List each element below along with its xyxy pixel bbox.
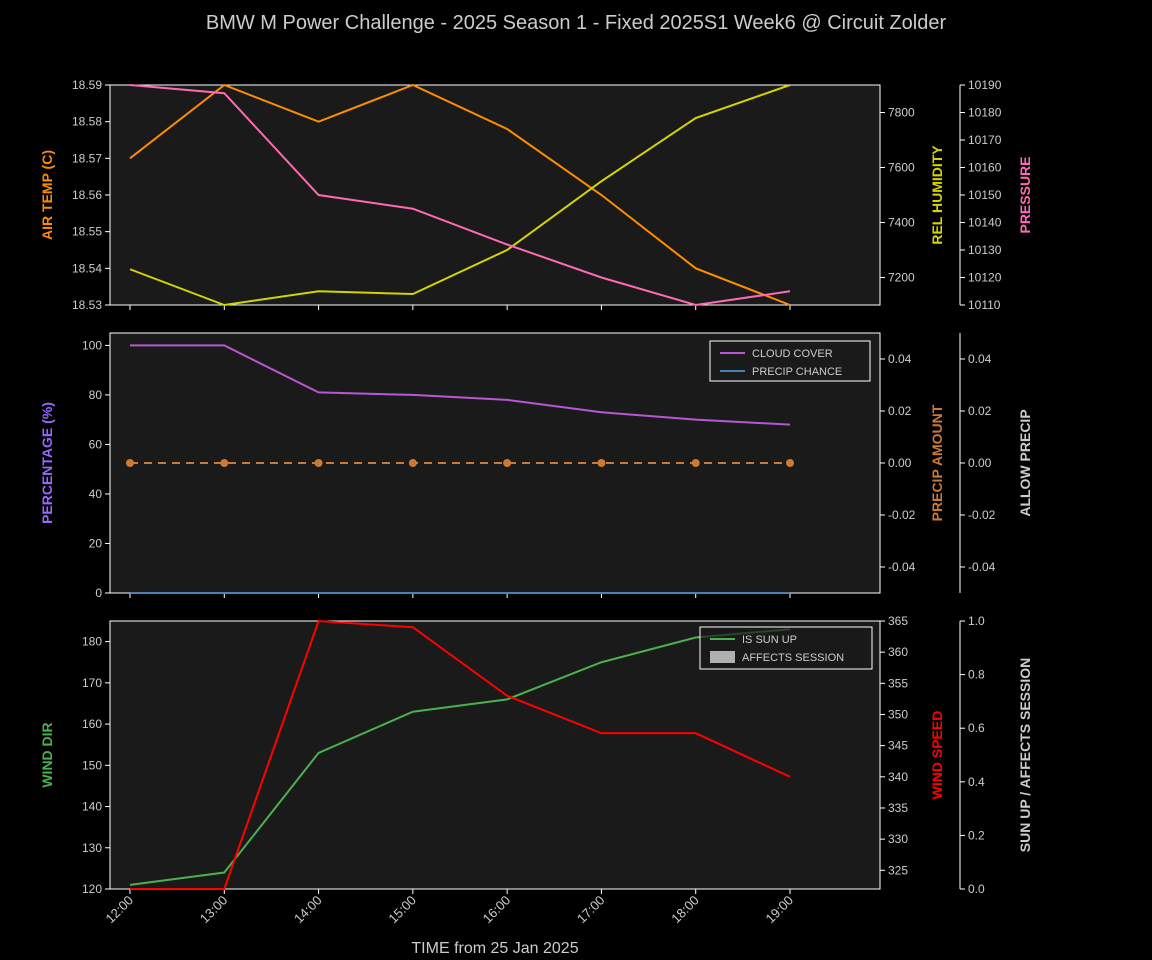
svg-text:0.6: 0.6 (968, 721, 985, 735)
svg-text:100: 100 (82, 338, 102, 352)
svg-text:18.53: 18.53 (72, 298, 102, 312)
svg-text:WIND DIR: WIND DIR (39, 722, 55, 787)
svg-text:120: 120 (82, 882, 102, 896)
svg-text:365: 365 (888, 614, 908, 628)
svg-text:-0.02: -0.02 (968, 508, 996, 522)
svg-text:7200: 7200 (888, 271, 915, 285)
svg-text:10120: 10120 (968, 271, 1002, 285)
chart-title: BMW M Power Challenge - 2025 Season 1 - … (0, 0, 1152, 35)
chart-svg: 18.53 18.54 18.55 18.56 18.57 18.58 18.59 AIR T… (0, 35, 1152, 955)
svg-text:330: 330 (888, 832, 908, 846)
svg-text:18.57: 18.57 (72, 151, 102, 165)
svg-text:150: 150 (82, 758, 102, 772)
svg-text:60: 60 (89, 437, 103, 451)
svg-text:18.56: 18.56 (72, 188, 102, 202)
svg-text:TIME from 25 Jan 2025: TIME from 25 Jan 2025 (411, 940, 578, 955)
svg-text:0.4: 0.4 (968, 775, 985, 789)
svg-text:PRECIP CHANCE: PRECIP CHANCE (752, 366, 842, 378)
svg-text:360: 360 (888, 645, 908, 659)
svg-text:13:00: 13:00 (197, 893, 231, 927)
svg-text:0.2: 0.2 (968, 828, 985, 842)
svg-text:-0.04: -0.04 (968, 560, 996, 574)
svg-text:20: 20 (89, 536, 103, 550)
svg-text:WIND SPEED: WIND SPEED (929, 711, 945, 800)
svg-text:80: 80 (89, 388, 103, 402)
svg-text:AFFECTS SESSION: AFFECTS SESSION (742, 652, 844, 664)
svg-text:0.02: 0.02 (968, 404, 992, 418)
svg-text:16:00: 16:00 (480, 893, 514, 927)
svg-text:15:00: 15:00 (385, 893, 419, 927)
svg-text:130: 130 (82, 841, 102, 855)
svg-text:10140: 10140 (968, 216, 1002, 230)
svg-text:12:00: 12:00 (103, 893, 137, 927)
svg-text:10180: 10180 (968, 106, 1002, 120)
svg-text:17:00: 17:00 (574, 893, 608, 927)
svg-text:10150: 10150 (968, 188, 1002, 202)
svg-text:18:00: 18:00 (668, 893, 702, 927)
svg-text:180: 180 (82, 635, 102, 649)
svg-text:18.54: 18.54 (72, 261, 102, 275)
svg-text:0.00: 0.00 (888, 456, 912, 470)
svg-text:0.04: 0.04 (888, 352, 912, 366)
svg-text:-0.04: -0.04 (888, 560, 916, 574)
svg-text:19:00: 19:00 (763, 893, 797, 927)
svg-text:0.00: 0.00 (968, 456, 992, 470)
svg-text:335: 335 (888, 801, 908, 815)
svg-text:PERCENTAGE (%): PERCENTAGE (%) (39, 402, 55, 524)
svg-text:7400: 7400 (888, 216, 915, 230)
svg-text:AIR TEMP (C): AIR TEMP (C) (39, 150, 55, 240)
svg-text:325: 325 (888, 863, 908, 877)
svg-text:SUN UP / AFFECTS SESSION: SUN UP / AFFECTS SESSION (1017, 658, 1033, 852)
svg-text:0.8: 0.8 (968, 668, 985, 682)
svg-text:10170: 10170 (968, 133, 1002, 147)
svg-text:170: 170 (82, 676, 102, 690)
svg-text:345: 345 (888, 739, 908, 753)
svg-text:0.04: 0.04 (968, 352, 992, 366)
svg-text:0: 0 (95, 586, 102, 600)
svg-text:18.55: 18.55 (72, 225, 102, 239)
svg-text:10190: 10190 (968, 78, 1002, 92)
svg-text:40: 40 (89, 487, 103, 501)
svg-text:0.02: 0.02 (888, 404, 912, 418)
svg-text:7800: 7800 (888, 106, 915, 120)
svg-text:0.0: 0.0 (968, 882, 985, 896)
svg-text:PRECIP AMOUNT: PRECIP AMOUNT (929, 404, 945, 521)
svg-text:14:00: 14:00 (291, 893, 325, 927)
svg-text:350: 350 (888, 707, 908, 721)
svg-text:PRESSURE: PRESSURE (1017, 156, 1033, 233)
svg-text:340: 340 (888, 770, 908, 784)
svg-text:355: 355 (888, 676, 908, 690)
svg-text:140: 140 (82, 800, 102, 814)
svg-text:CLOUD COVER: CLOUD COVER (752, 348, 833, 360)
svg-text:10110: 10110 (968, 298, 1001, 312)
svg-text:ALLOW PRECIP: ALLOW PRECIP (1017, 409, 1033, 516)
svg-text:1.0: 1.0 (968, 614, 985, 628)
svg-text:18.59: 18.59 (72, 78, 102, 92)
svg-text:7600: 7600 (888, 161, 915, 175)
svg-text:REL HUMIDITY: REL HUMIDITY (929, 145, 945, 245)
svg-text:160: 160 (82, 717, 102, 731)
svg-text:IS SUN UP: IS SUN UP (742, 634, 797, 646)
svg-text:10130: 10130 (968, 243, 1002, 257)
svg-text:18.58: 18.58 (72, 115, 102, 129)
svg-text:10160: 10160 (968, 161, 1002, 175)
svg-text:-0.02: -0.02 (888, 508, 916, 522)
